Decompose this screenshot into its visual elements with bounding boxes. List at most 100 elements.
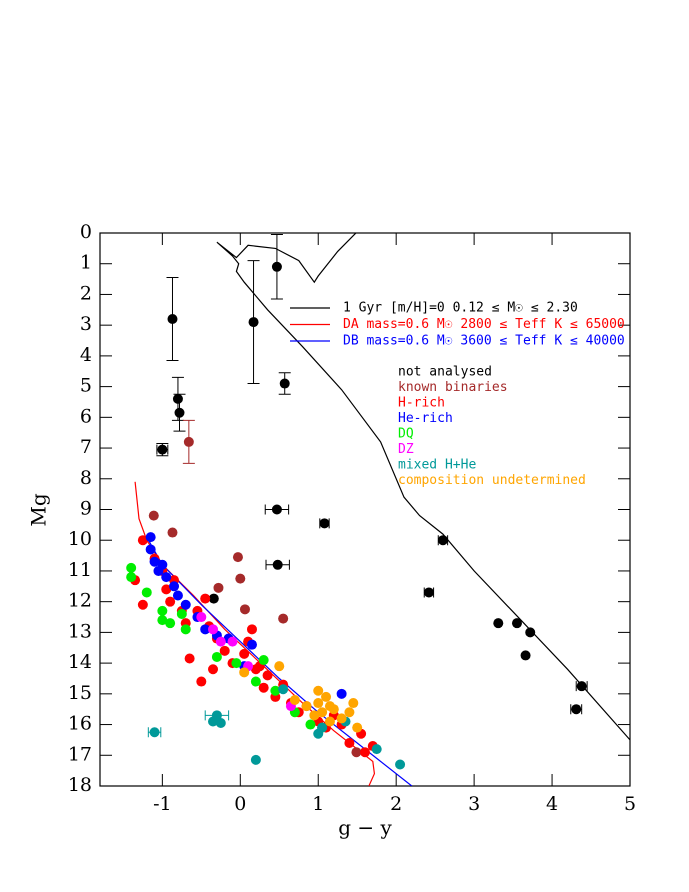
y-tick-label: 0	[80, 221, 92, 243]
data-point	[270, 685, 281, 696]
data-point	[161, 584, 172, 595]
data-point	[126, 572, 137, 583]
plot-area	[126, 233, 630, 786]
y-tick-label: 4	[80, 344, 92, 366]
data-point	[371, 744, 382, 755]
data-point	[149, 556, 160, 567]
y-tick-label: 15	[68, 682, 92, 704]
x-tick-label: -1	[153, 793, 172, 815]
data-point	[213, 582, 224, 593]
data-point	[352, 722, 363, 733]
y-tick-label: 14	[68, 651, 92, 673]
data-point	[239, 604, 250, 615]
y-axis-label: Mg	[27, 493, 51, 526]
data-point	[167, 314, 178, 325]
data-point	[184, 653, 195, 664]
data-point	[344, 707, 355, 718]
x-tick-label: 1	[312, 793, 324, 815]
x-axis-label: g − y	[338, 816, 392, 840]
data-point	[250, 754, 261, 765]
data-point	[232, 552, 243, 563]
data-point	[200, 593, 211, 604]
data-point	[165, 596, 176, 607]
legend-label: DZ	[398, 442, 414, 457]
data-point	[348, 698, 359, 709]
data-point	[328, 704, 339, 715]
data-point	[211, 651, 222, 662]
data-point	[180, 599, 191, 610]
data-point	[272, 559, 283, 570]
data-point	[176, 608, 187, 619]
data-point	[250, 676, 261, 687]
data-point	[231, 658, 242, 669]
data-point	[219, 645, 230, 656]
data-point	[324, 716, 335, 727]
y-tick-label: 17	[68, 743, 92, 765]
data-point	[157, 615, 168, 626]
data-point	[196, 612, 207, 623]
model-curve	[134, 481, 376, 786]
y-tick-label: 7	[80, 436, 92, 458]
y-tick-label: 9	[80, 498, 92, 520]
data-point	[172, 590, 183, 601]
data-point	[336, 713, 347, 724]
data-point	[336, 688, 347, 699]
data-point	[309, 710, 320, 721]
data-point	[196, 676, 207, 687]
data-point	[167, 527, 178, 538]
data-point	[344, 737, 355, 748]
data-point	[169, 581, 180, 592]
data-point	[200, 624, 211, 635]
data-point	[317, 722, 328, 733]
x-tick-label: 0	[234, 793, 246, 815]
data-point	[208, 664, 219, 675]
data-point	[395, 759, 406, 770]
data-point	[137, 535, 148, 546]
data-point	[215, 636, 226, 647]
data-point	[520, 650, 531, 661]
data-point	[511, 618, 522, 629]
data-point	[161, 572, 172, 583]
data-point	[493, 618, 504, 629]
y-tick-label: 2	[80, 282, 92, 304]
y-tick-label: 5	[80, 375, 92, 397]
data-point	[278, 684, 289, 695]
data-point	[437, 535, 448, 546]
data-point	[576, 681, 587, 692]
data-point	[145, 532, 156, 543]
data-point	[126, 562, 137, 573]
legend-label: composition undetermined	[398, 473, 586, 488]
data-point	[313, 698, 324, 709]
y-tick-label: 16	[68, 713, 92, 735]
data-point	[274, 661, 285, 672]
data-point	[145, 544, 156, 555]
y-tick-label: 6	[80, 405, 92, 427]
data-point	[157, 605, 168, 616]
data-point	[271, 504, 282, 515]
x-tick-label: 4	[546, 793, 558, 815]
data-point	[172, 393, 183, 404]
data-point	[423, 587, 434, 598]
data-point	[258, 655, 269, 666]
data-point	[278, 613, 289, 624]
legend-label: known binaries	[398, 380, 508, 395]
data-point	[248, 317, 259, 328]
data-point	[227, 636, 238, 647]
data-point	[208, 624, 219, 635]
legend-label: mixed H+He	[398, 458, 476, 473]
data-point	[165, 618, 176, 629]
data-point	[137, 599, 148, 610]
x-tick-label: 3	[468, 793, 480, 815]
y-tick-label: 8	[80, 467, 92, 489]
x-tick-label: 5	[624, 793, 636, 815]
legend-label: He-rich	[398, 411, 453, 426]
data-point	[208, 593, 219, 604]
data-point	[174, 407, 185, 418]
data-point	[246, 624, 257, 635]
data-point	[262, 670, 273, 681]
data-point	[279, 378, 290, 389]
data-point	[321, 691, 332, 702]
legend-label: DB mass=0.6 M☉ 3600 ≤ Teff K ≤ 40000	[343, 334, 625, 349]
data-point	[157, 559, 168, 570]
